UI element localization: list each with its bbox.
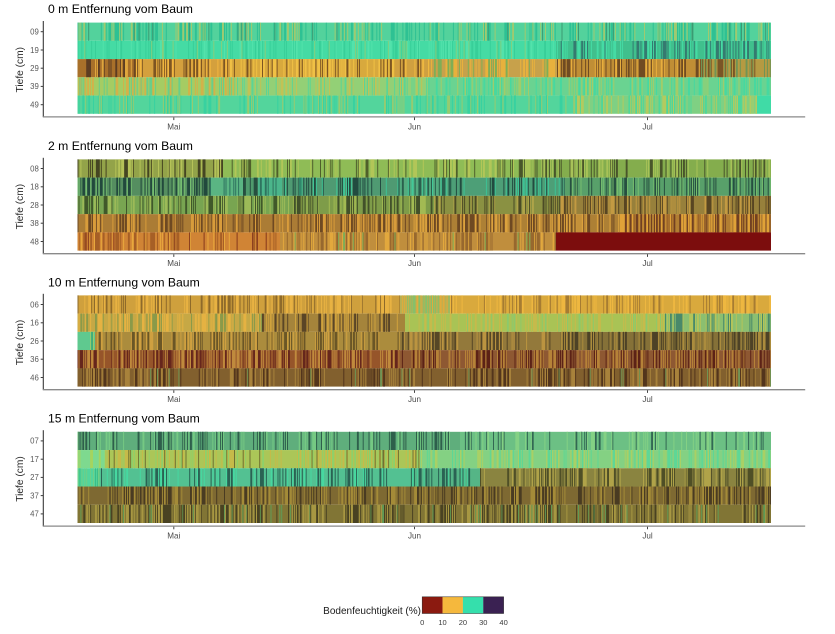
svg-text:Jul: Jul — [642, 259, 653, 268]
svg-text:09: 09 — [30, 28, 39, 37]
svg-text:20: 20 — [459, 618, 467, 627]
svg-text:39: 39 — [30, 82, 39, 91]
svg-text:29: 29 — [30, 64, 39, 73]
svg-text:Tiefe (cm): Tiefe (cm) — [15, 184, 26, 229]
svg-text:Jun: Jun — [408, 259, 421, 268]
svg-text:10 m Entfernung vom Baum: 10 m Entfernung vom Baum — [48, 275, 200, 289]
svg-text:Mai: Mai — [167, 532, 180, 541]
svg-text:Tiefe (cm): Tiefe (cm) — [15, 456, 26, 501]
svg-text:37: 37 — [30, 491, 39, 500]
svg-text:0: 0 — [420, 618, 424, 627]
svg-text:26: 26 — [30, 337, 39, 346]
svg-text:Tiefe (cm): Tiefe (cm) — [15, 320, 26, 365]
svg-text:17: 17 — [30, 455, 39, 464]
svg-text:Jun: Jun — [408, 122, 421, 131]
svg-text:Mai: Mai — [167, 395, 180, 404]
svg-text:08: 08 — [30, 164, 39, 173]
svg-text:Mai: Mai — [167, 122, 180, 131]
svg-text:38: 38 — [30, 219, 39, 228]
svg-text:49: 49 — [30, 101, 39, 110]
svg-text:40: 40 — [499, 618, 507, 627]
svg-text:47: 47 — [30, 510, 39, 519]
svg-text:06: 06 — [30, 300, 39, 309]
svg-text:27: 27 — [30, 473, 39, 482]
svg-text:15 m Entfernung vom Baum: 15 m Entfernung vom Baum — [48, 412, 200, 426]
svg-text:10: 10 — [438, 618, 446, 627]
svg-text:36: 36 — [30, 355, 39, 364]
svg-text:Mai: Mai — [167, 259, 180, 268]
svg-text:0 m Entfernung vom Baum: 0 m Entfernung vom Baum — [48, 2, 193, 16]
svg-text:18: 18 — [30, 183, 39, 192]
svg-text:48: 48 — [30, 237, 39, 246]
svg-text:46: 46 — [30, 373, 39, 382]
svg-text:28: 28 — [30, 201, 39, 210]
svg-text:Jul: Jul — [642, 395, 653, 404]
svg-text:Jun: Jun — [408, 532, 421, 541]
svg-text:Bodenfeuchtigkeit (%): Bodenfeuchtigkeit (%) — [323, 606, 421, 617]
svg-text:07: 07 — [30, 437, 39, 446]
svg-text:30: 30 — [479, 618, 487, 627]
svg-text:Jun: Jun — [408, 395, 421, 404]
svg-text:Jul: Jul — [642, 122, 653, 131]
svg-text:16: 16 — [30, 319, 39, 328]
svg-text:19: 19 — [30, 46, 39, 55]
svg-text:2 m Entfernung vom Baum: 2 m Entfernung vom Baum — [48, 139, 193, 153]
svg-text:Jul: Jul — [642, 532, 653, 541]
svg-text:Tiefe (cm): Tiefe (cm) — [15, 47, 26, 92]
